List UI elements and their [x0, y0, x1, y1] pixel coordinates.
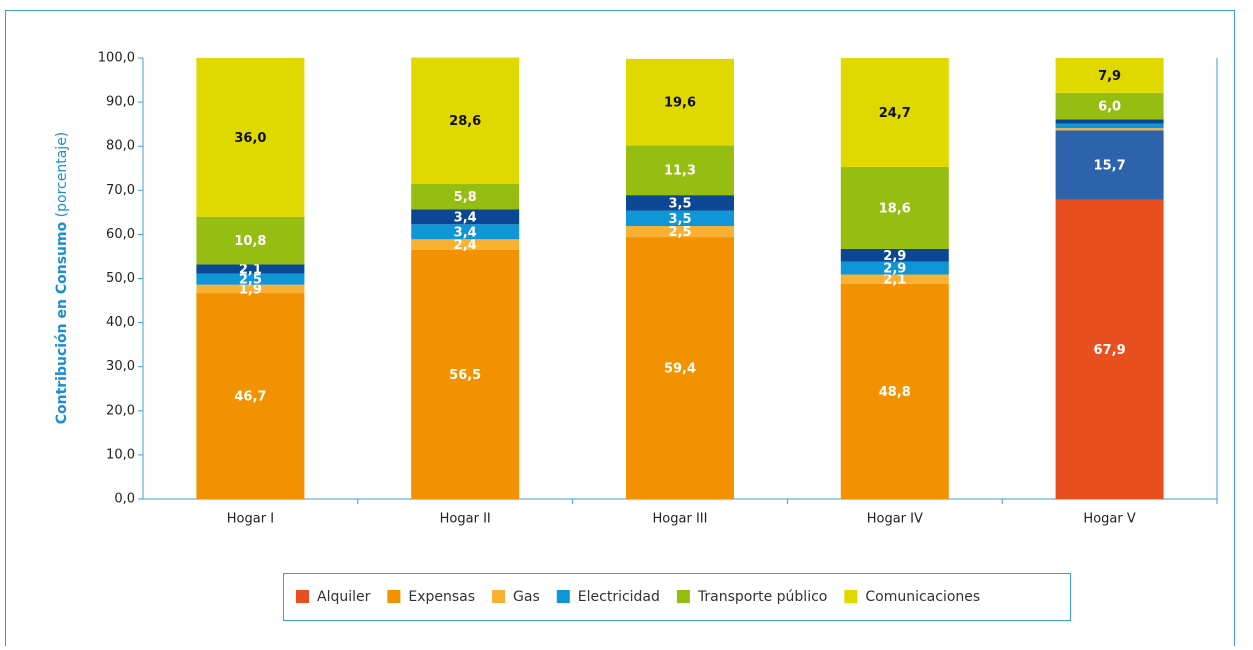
bar-segment	[411, 209, 520, 225]
data-label: 10,8	[234, 234, 266, 249]
legend-label: Transporte público	[697, 589, 827, 605]
bar-segment	[1055, 123, 1164, 129]
bar-segment	[411, 57, 520, 184]
y-tick-label: 0,0	[114, 492, 135, 507]
bar-segment	[411, 183, 520, 210]
bar-segment	[196, 264, 305, 274]
legend-swatch	[556, 590, 570, 603]
data-label: 19,6	[664, 96, 696, 111]
bar-segment	[840, 166, 949, 249]
data-label: 15,7	[1094, 158, 1126, 173]
legend-swatch	[492, 590, 506, 603]
x-tick-label: Hogar III	[653, 512, 708, 527]
y-axis-label-note: (porcentaje)	[54, 132, 70, 218]
data-label: 56,5	[449, 368, 481, 383]
bar-segment	[840, 248, 949, 262]
bar-segment	[1055, 58, 1164, 93]
data-label: 2,4	[454, 238, 477, 253]
data-label: 67,9	[1094, 343, 1126, 358]
bar-segment	[1055, 119, 1164, 124]
data-label: 46,7	[234, 390, 266, 405]
bar-segment	[626, 58, 734, 146]
bar-segment	[1055, 130, 1164, 200]
y-tick-label: 90,0	[106, 95, 135, 110]
bar-segment	[626, 145, 734, 196]
bar-segment	[626, 237, 734, 499]
legend-swatch	[676, 590, 690, 603]
data-label: 2,9	[883, 249, 906, 264]
legend-label: Expensas	[408, 589, 475, 605]
y-tick-label: 80,0	[106, 139, 135, 154]
data-label: 2,1	[239, 263, 262, 278]
bar-segment	[196, 293, 305, 499]
data-label: 1,9	[239, 282, 262, 297]
data-label: 6,0	[1098, 100, 1121, 115]
y-tick-label: 10,0	[106, 447, 135, 462]
y-tick-label: 30,0	[106, 359, 135, 374]
bar-segment	[1055, 199, 1164, 499]
legend-label: Electricidad	[578, 589, 660, 605]
data-label: 3,5	[668, 212, 691, 227]
y-tick-label: 70,0	[106, 183, 135, 198]
data-label: 28,6	[449, 114, 481, 129]
legend-label: Comunicaciones	[865, 589, 980, 605]
y-tick-label: 50,0	[106, 271, 135, 286]
bar-segment	[196, 58, 305, 217]
y-axis-label-main: Contribución en Consumo	[54, 221, 70, 424]
bar-segment	[196, 284, 305, 294]
y-axis-label: Contribución en Consumo (porcentaje)	[54, 132, 70, 425]
legend-swatch	[296, 590, 309, 603]
legend-swatch	[387, 590, 401, 603]
data-label: 2,5	[239, 273, 262, 288]
legend-label: Alquiler	[317, 589, 371, 605]
bar-segment	[411, 239, 520, 250]
x-tick-label: Hogar II	[440, 512, 491, 527]
data-label: 5,8	[454, 190, 477, 205]
data-label: 48,8	[879, 385, 911, 400]
bar-segment	[840, 261, 949, 275]
y-tick-label: 40,0	[106, 315, 135, 330]
bar-segment	[840, 283, 949, 499]
x-tick-label: Hogar I	[227, 512, 274, 527]
data-label: 24,7	[879, 106, 911, 121]
legend-swatch	[844, 590, 858, 603]
bar-segment	[626, 226, 734, 238]
bar-segment	[411, 224, 520, 240]
bar-segment	[626, 210, 734, 227]
data-label: 3,4	[454, 225, 477, 240]
bar-segment	[1055, 128, 1164, 131]
bar-segment	[626, 195, 734, 211]
bar-segment	[196, 216, 305, 265]
bar-segment	[411, 249, 520, 499]
x-tick-label: Hogar IV	[867, 512, 923, 527]
y-tick-label: 60,0	[106, 227, 135, 242]
y-tick-label: 100,0	[98, 51, 135, 66]
bar-segment	[1055, 92, 1164, 120]
data-label: 2,9	[883, 262, 906, 277]
data-label: 18,6	[879, 201, 911, 216]
data-label: 3,4	[454, 210, 477, 225]
data-label: 11,3	[664, 164, 696, 179]
data-label: 2,5	[668, 225, 691, 240]
data-label: 36,0	[234, 131, 266, 146]
data-label: 3,5	[668, 196, 691, 211]
data-label: 2,1	[883, 273, 906, 288]
x-tick-label: Hogar V	[1083, 512, 1135, 527]
bar-segment	[840, 274, 949, 284]
data-label: 7,9	[1098, 69, 1121, 84]
y-tick-label: 20,0	[106, 403, 135, 418]
frame	[5, 10, 1235, 650]
bar-segment	[196, 273, 305, 285]
bar-segment	[840, 58, 949, 167]
legend-label: Gas	[513, 589, 540, 605]
data-label: 59,4	[664, 362, 696, 377]
